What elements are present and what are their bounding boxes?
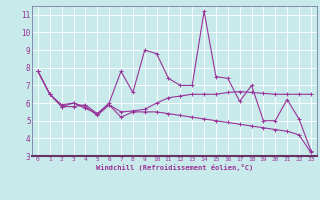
- X-axis label: Windchill (Refroidissement éolien,°C): Windchill (Refroidissement éolien,°C): [96, 164, 253, 171]
